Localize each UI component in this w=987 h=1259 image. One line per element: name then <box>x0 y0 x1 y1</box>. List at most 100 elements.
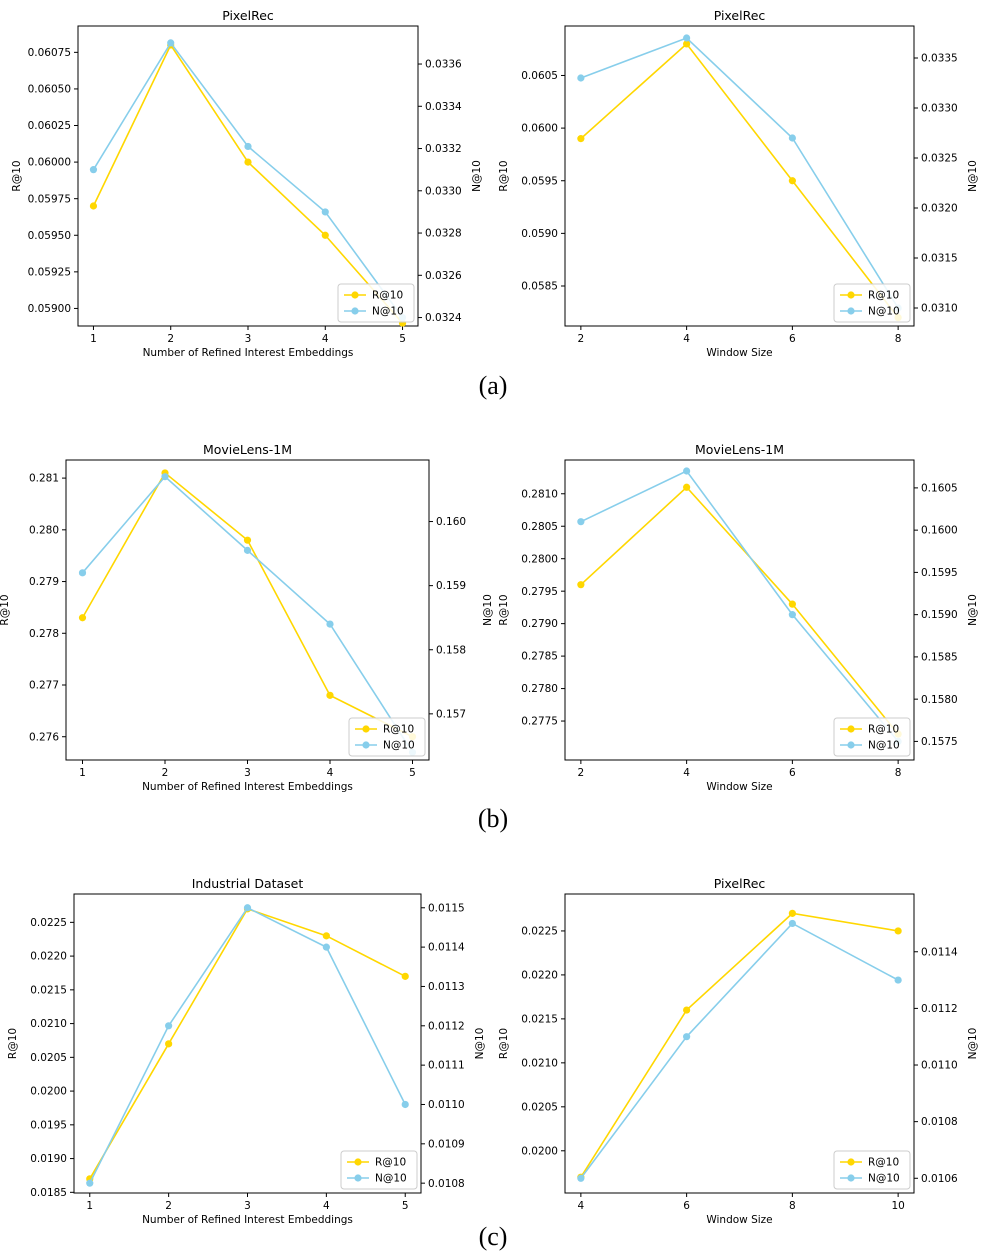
data-point <box>894 976 902 984</box>
legend: R@10 N@10 <box>833 717 911 757</box>
y-right-tick-label: 0.0112 <box>428 1020 465 1032</box>
data-point <box>243 904 252 912</box>
y-left-tick-label: 0.0185 <box>30 1187 67 1199</box>
y-right-tick-label: 0.0111 <box>428 1060 465 1072</box>
legend-marker <box>351 307 359 315</box>
y-left-tick-label: 0.279 <box>29 576 59 588</box>
series-r10 <box>577 909 902 1181</box>
y-right-tick-label: 0.1580 <box>921 694 958 706</box>
legend: R@10 N@10 <box>348 717 426 757</box>
legend-label: R@10 <box>868 1157 899 1169</box>
legend-label: N@10 <box>383 740 415 752</box>
y-left-tick-label: 0.2790 <box>521 618 558 630</box>
y-right-tick-label: 0.159 <box>436 580 466 592</box>
chart-4: MovieLens-1M 2 4 6 8 Window Size 0.2775 0.2780 0… <box>498 442 979 793</box>
data-point <box>243 546 252 554</box>
data-point <box>788 134 796 142</box>
x-tick-label: 2 <box>167 333 174 345</box>
x-axis-label: Number of Refined Interest Embeddings <box>143 347 354 359</box>
y-right-tick-label: 0.0112 <box>921 1003 958 1015</box>
y-right-tick-label: 0.0335 <box>921 53 958 65</box>
plot-frame <box>73 893 422 1194</box>
y-right-tick-label: 0.0326 <box>425 270 462 282</box>
chart-title: MovieLens-1M <box>695 442 784 457</box>
data-point <box>321 208 329 216</box>
legend-label: R@10 <box>375 1157 406 1169</box>
y-left-tick-label: 0.0210 <box>30 1018 67 1030</box>
y-left-tick-label: 0.0200 <box>30 1086 67 1098</box>
data-point <box>577 1174 585 1182</box>
legend-marker <box>847 1174 855 1182</box>
data-point <box>326 691 334 699</box>
y-right-tick-label: 0.0114 <box>428 942 465 954</box>
plot-frame <box>564 893 915 1194</box>
y-left-tick-label: 0.05975 <box>28 193 71 205</box>
x-axis-label: Window Size <box>706 1214 772 1226</box>
legend-marker <box>351 291 359 299</box>
x-axis-label: Window Size <box>706 347 772 359</box>
x-tick-label: 10 <box>891 1200 904 1212</box>
y-right-tick-label: 0.0113 <box>428 981 465 993</box>
legend: R@10 N@10 <box>340 1150 418 1190</box>
series-line <box>580 469 899 742</box>
x-tick-label: 3 <box>244 1200 251 1212</box>
plot-frame <box>564 459 915 761</box>
series-n10 <box>577 919 902 1182</box>
data-point <box>165 1022 173 1030</box>
y-left-axis-label: R@10 <box>0 594 11 625</box>
x-tick-label: 4 <box>327 767 334 779</box>
y-right-axis-label: N@10 <box>471 160 483 192</box>
chart-6: PixelRec 4 6 8 10 Window Size 0.0200 0.0205 0.02… <box>498 876 979 1226</box>
legend-label: N@10 <box>868 740 900 752</box>
x-tick-label: 6 <box>789 333 796 345</box>
series-line <box>580 912 899 1178</box>
series-line <box>81 475 414 753</box>
y-right-axis-label: N@10 <box>482 594 494 626</box>
charts-layer: PixelRec 1 2 3 4 5 Number of Refined Interest … <box>0 8 979 1226</box>
y-right-tick-label: 0.1600 <box>921 525 958 537</box>
x-tick-label: 8 <box>895 767 902 779</box>
y-right-axis-label: N@10 <box>967 594 979 626</box>
legend: R@10 N@10 <box>337 283 415 323</box>
y-right-tick-label: 0.0106 <box>921 1173 958 1185</box>
series-n10 <box>86 904 409 1187</box>
y-left-tick-label: 0.278 <box>29 628 59 640</box>
y-left-tick-label: 0.0195 <box>30 1119 67 1131</box>
data-point <box>683 467 691 475</box>
y-left-tick-label: 0.05925 <box>28 266 71 278</box>
y-right-axis-label: N@10 <box>967 1028 979 1060</box>
y-left-tick-label: 0.0595 <box>521 175 558 187</box>
series-r10 <box>78 469 417 741</box>
series-line <box>580 486 899 735</box>
x-tick-label: 1 <box>90 333 97 345</box>
y-left-axis-label: R@10 <box>7 1028 19 1059</box>
x-axis-label: Window Size <box>706 781 772 793</box>
data-point <box>577 518 585 526</box>
legend-marker <box>847 741 855 749</box>
y-right-tick-label: 0.0110 <box>428 1099 465 1111</box>
chart-1: PixelRec 1 2 3 4 5 Number of Refined Interest … <box>11 8 483 359</box>
data-point <box>322 943 330 951</box>
y-right-tick-label: 0.1590 <box>921 609 958 621</box>
y-left-tick-label: 0.0220 <box>521 970 558 982</box>
legend-marker <box>362 725 370 733</box>
x-tick-label: 5 <box>402 1200 409 1212</box>
data-point <box>243 536 252 544</box>
x-tick-label: 4 <box>323 1200 330 1212</box>
series-line <box>580 922 899 1179</box>
chart-5: Industrial Dataset 1 2 3 4 5 Number of Refined… <box>7 876 486 1226</box>
x-tick-label: 6 <box>683 1200 690 1212</box>
legend-marker <box>354 1174 362 1182</box>
series-line <box>89 907 406 1180</box>
y-right-tick-label: 0.0310 <box>921 303 958 315</box>
y-left-tick-label: 0.0205 <box>30 1052 67 1064</box>
y-right-axis-label: N@10 <box>967 160 979 192</box>
y-right-tick-label: 0.0336 <box>425 59 462 71</box>
x-tick-label: 1 <box>79 767 86 779</box>
chart-2: PixelRec 2 4 6 8 Window Size 0.0585 0.0590 0.059… <box>498 8 979 359</box>
y-left-tick-label: 0.2785 <box>521 651 558 663</box>
data-point <box>894 927 902 935</box>
x-tick-label: 2 <box>162 767 169 779</box>
x-tick-label: 8 <box>895 333 902 345</box>
x-tick-label: 4 <box>683 333 690 345</box>
